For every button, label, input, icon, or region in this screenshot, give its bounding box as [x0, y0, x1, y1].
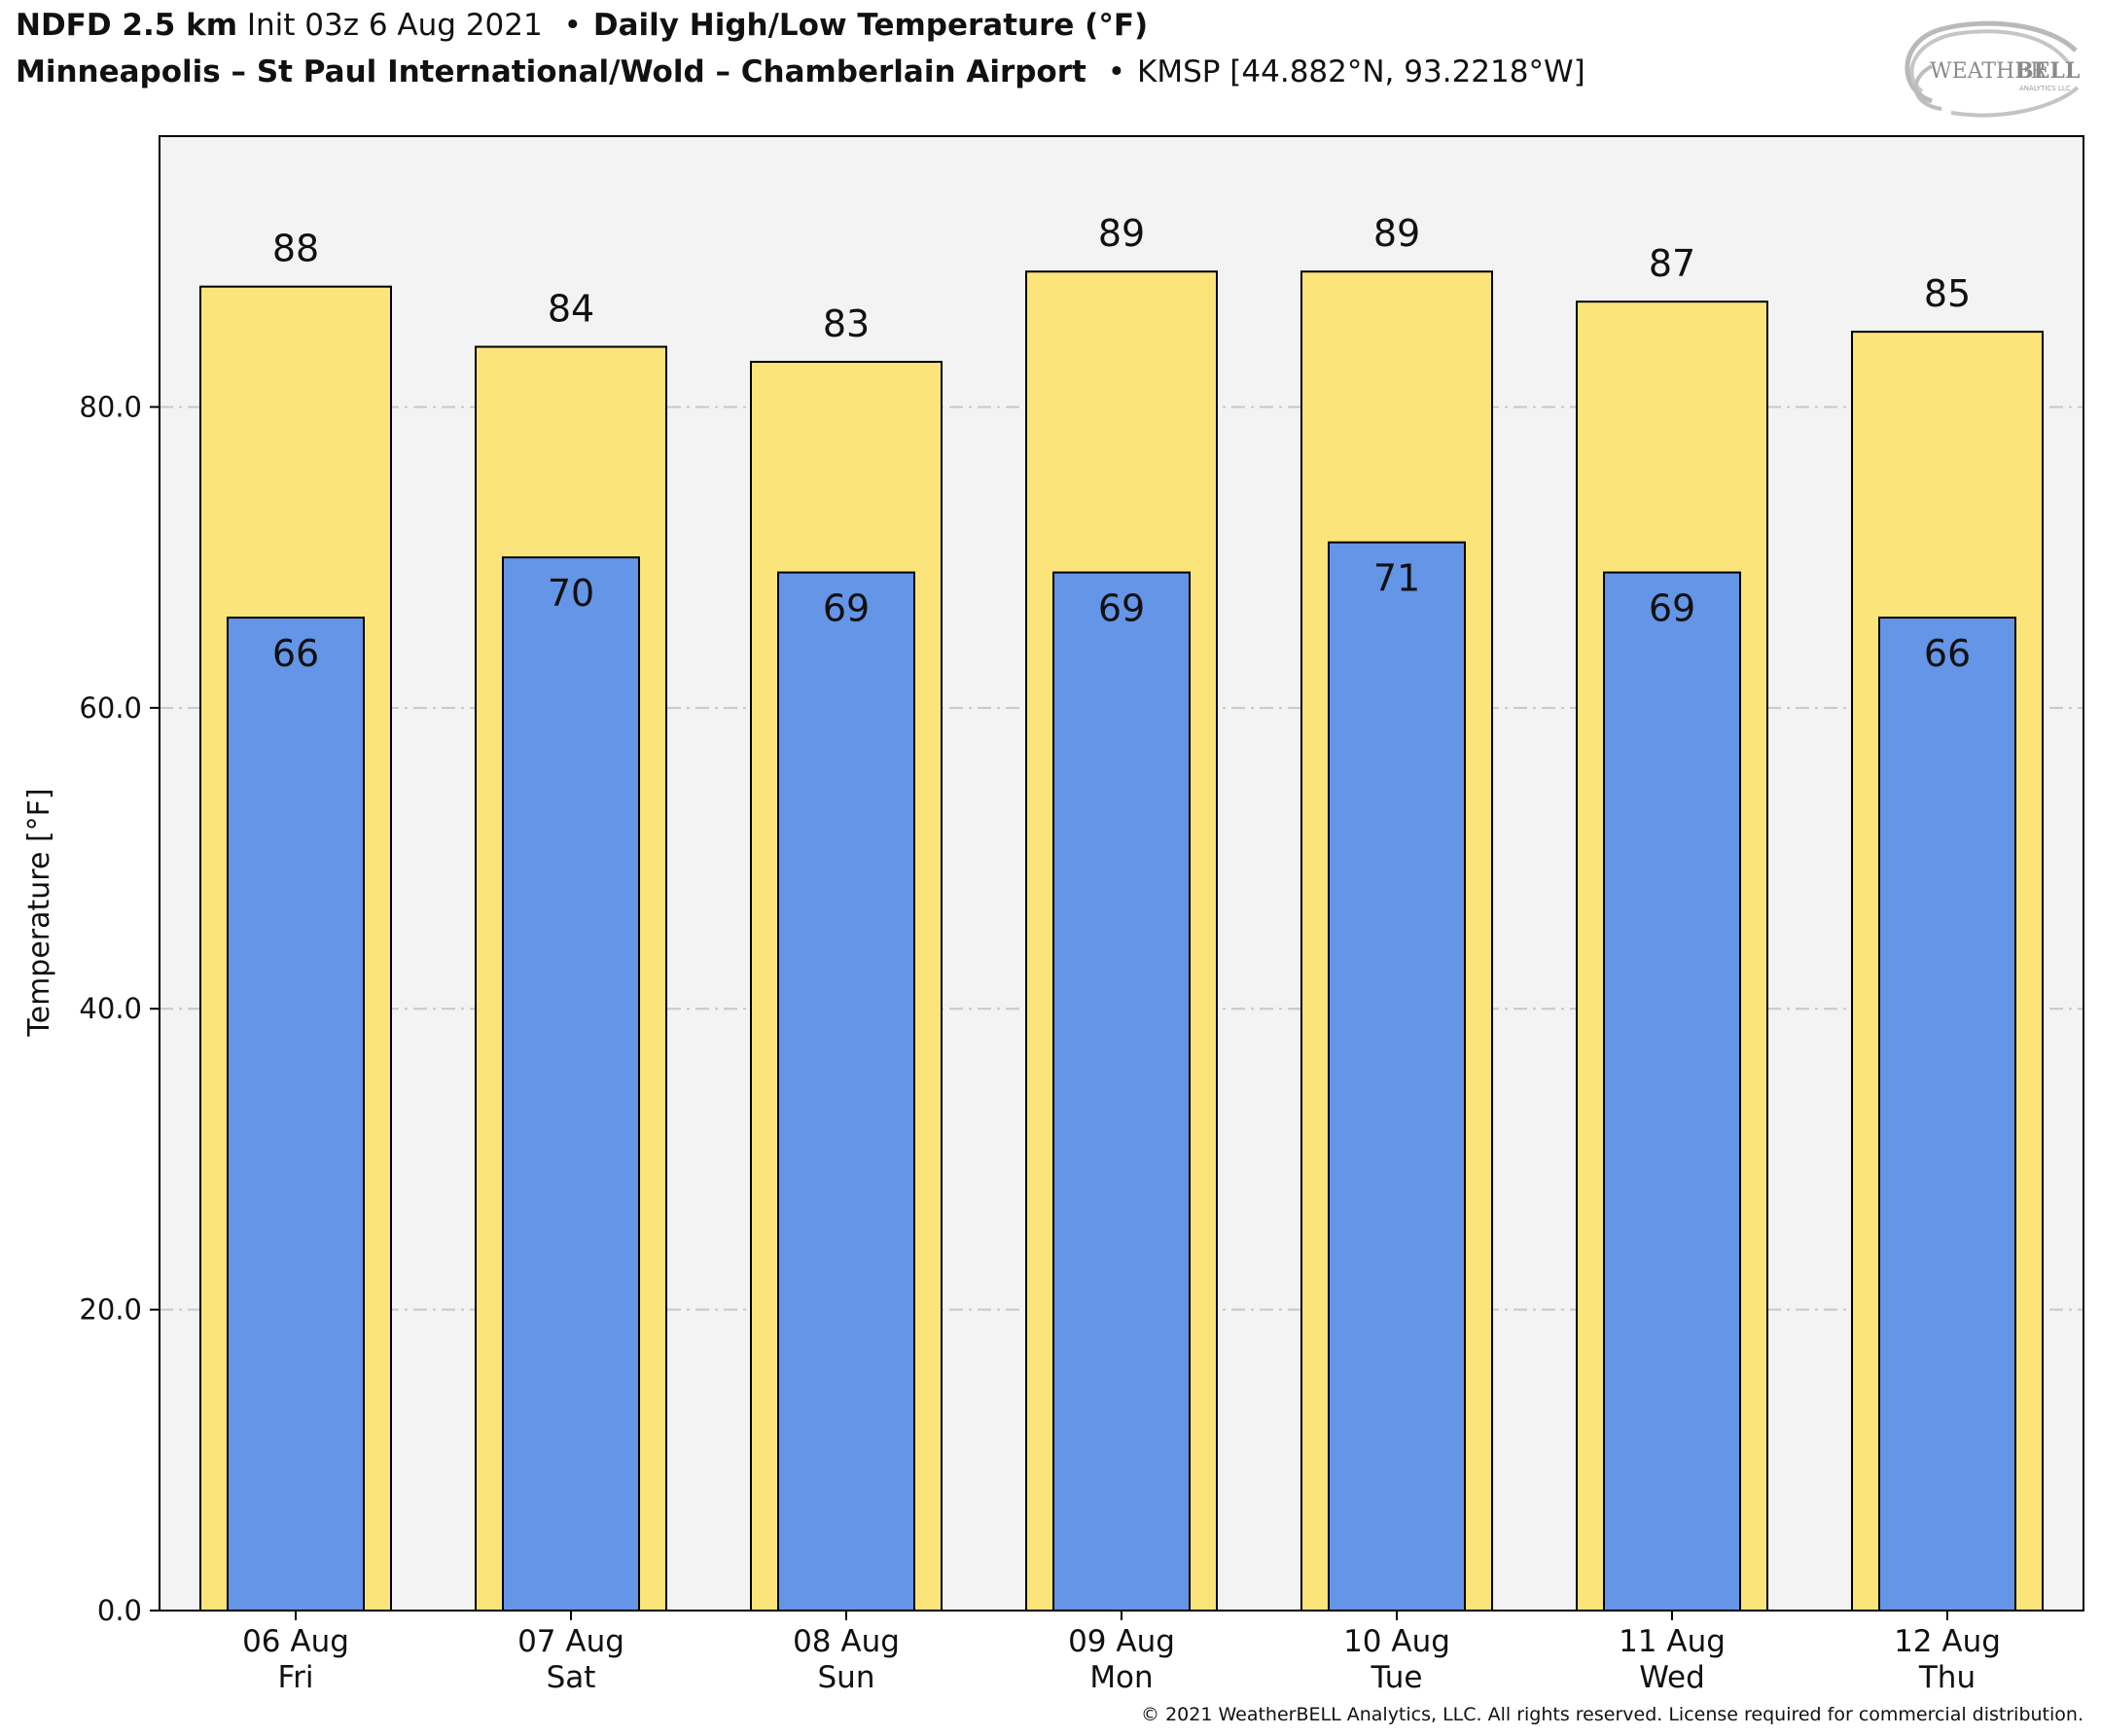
low-value-label: 66: [1924, 632, 1971, 675]
x-tick-label-date: 06 Aug: [242, 1624, 349, 1659]
low-value-label: 69: [1098, 587, 1145, 630]
separator: •: [563, 8, 582, 43]
y-tick-label: 40.0: [79, 992, 142, 1025]
x-tick-label-day: Sun: [818, 1660, 875, 1695]
x-tick-label-day: Wed: [1639, 1660, 1705, 1695]
low-temperature-series: [227, 541, 2016, 1612]
logo-text-weather: WEATHER: [1930, 59, 2048, 84]
x-tick-label-date: 10 Aug: [1343, 1624, 1450, 1659]
logo-text-bell: BELL: [2015, 58, 2080, 84]
low-value-label: 70: [548, 572, 594, 615]
separator: •: [1107, 54, 1125, 89]
init-label: Init 03z 6 Aug 2021: [246, 8, 543, 43]
high-value-label: 89: [1098, 212, 1145, 255]
chart-title-line-1: NDFD 2.5 km Init 03z 6 Aug 2021 • Daily H…: [16, 8, 1148, 43]
low-value-label: 69: [1649, 587, 1695, 630]
station-info: KMSP [44.882°N, 93.2218°W]: [1137, 54, 1585, 89]
x-tick-label-day: Sat: [547, 1660, 596, 1695]
product-title: Daily High/Low Temperature (°F): [592, 8, 1149, 43]
y-axis: 0.0 20.0 40.0 60.0 80.0: [79, 390, 160, 1627]
model-label: NDFD 2.5 km: [16, 8, 238, 43]
low-bar: [1878, 617, 2016, 1612]
low-bar: [1603, 571, 1741, 1612]
data-labels: 88 66 84 70 83 69 89 69 89 71 87 69 85 66: [272, 212, 1971, 675]
x-tick-label-day: Fri: [278, 1660, 314, 1695]
logo-text-analytics: ANALYTICS LLC: [2019, 85, 2071, 92]
y-tick-label: 80.0: [79, 390, 142, 423]
x-tick-label-date: 07 Aug: [517, 1624, 624, 1659]
copyright-notice: © 2021 WeatherBELL Analytics, LLC. All r…: [1141, 1704, 2083, 1725]
high-value-label: 88: [272, 228, 319, 270]
low-bar: [777, 571, 915, 1612]
low-value-label: 66: [272, 632, 319, 675]
high-value-label: 87: [1649, 242, 1695, 285]
station-name: Minneapolis – St Paul International/Wold…: [16, 54, 1086, 89]
high-value-label: 84: [548, 288, 594, 331]
x-tick-label-date: 08 Aug: [793, 1624, 900, 1659]
low-value-label: 71: [1373, 557, 1420, 600]
x-tick-label-day: Tue: [1371, 1660, 1423, 1695]
weatherbell-logo: WEATHER BELL ANALYTICS LLC: [1905, 20, 2080, 118]
x-tick-label-date: 12 Aug: [1894, 1624, 2001, 1659]
low-value-label: 69: [823, 587, 870, 630]
x-tick-label-date: 09 Aug: [1068, 1624, 1175, 1659]
y-tick-label: 0.0: [97, 1594, 142, 1627]
high-value-label: 89: [1373, 212, 1420, 255]
high-value-label: 83: [823, 302, 870, 345]
low-bar: [1328, 541, 1466, 1612]
x-tick-label-day: Thu: [1918, 1660, 1976, 1695]
low-bar: [1052, 571, 1191, 1612]
low-bar: [227, 617, 365, 1612]
x-tick-label-day: Mon: [1089, 1660, 1153, 1695]
x-tick-label-date: 11 Aug: [1619, 1624, 1726, 1659]
y-axis-label: Temperature [°F]: [22, 788, 56, 1037]
high-value-label: 85: [1924, 272, 1971, 315]
chart-title-line-2: Minneapolis – St Paul International/Wold…: [16, 54, 1585, 89]
y-tick-label: 60.0: [79, 691, 142, 725]
low-bar: [502, 556, 640, 1612]
y-tick-label: 20.0: [79, 1293, 142, 1327]
